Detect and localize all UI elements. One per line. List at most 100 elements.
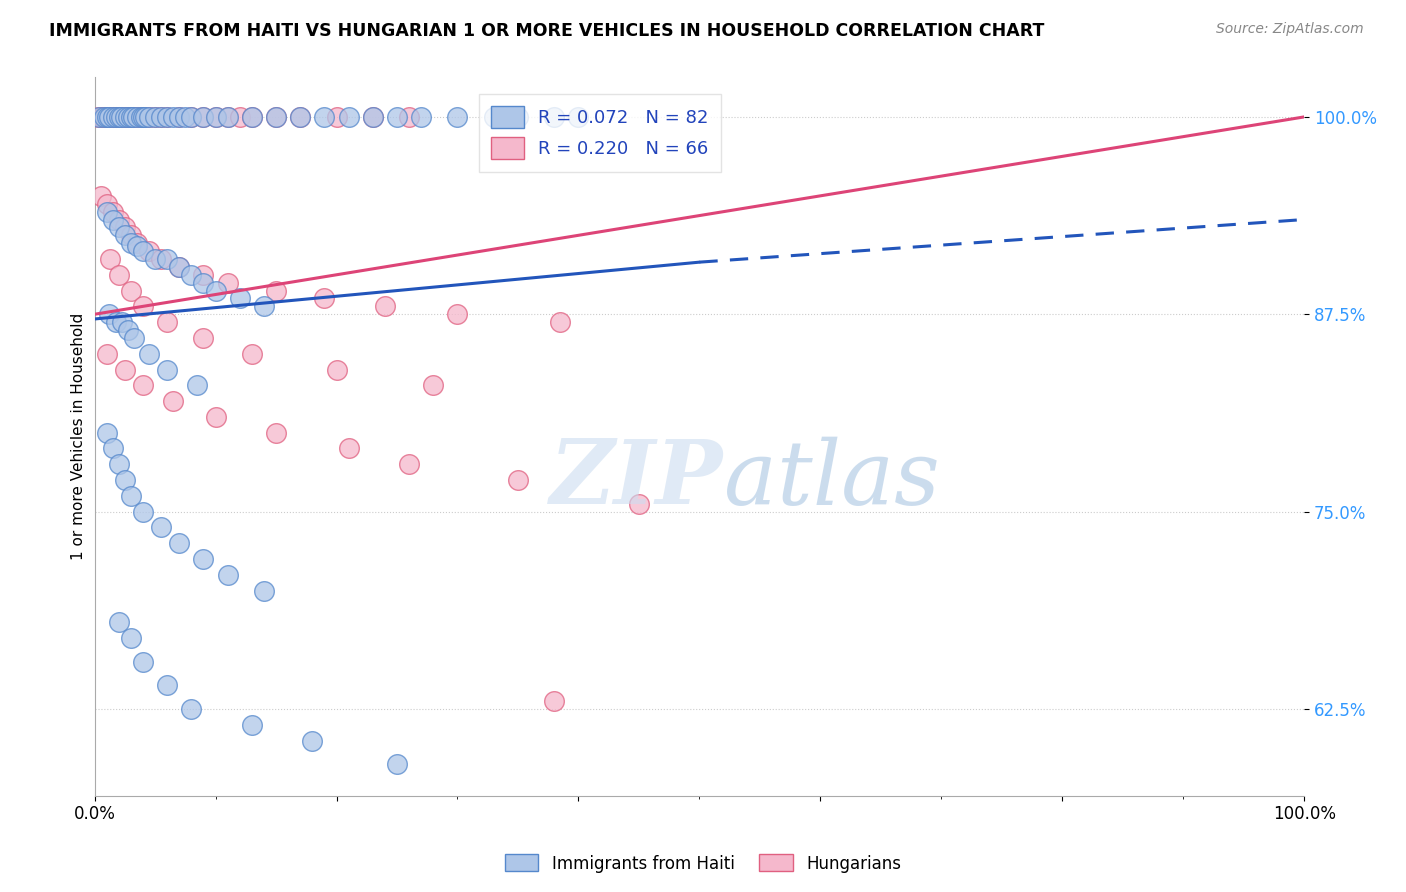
Point: [98, 110, 121, 124]
Point: [240, 717, 263, 731]
Point: [101, 442, 124, 456]
Point: [132, 244, 155, 259]
Point: [90, 110, 112, 124]
Point: [204, 110, 226, 124]
Point: [120, 236, 142, 251]
Point: [132, 505, 155, 519]
Point: [167, 110, 190, 124]
Point: [143, 110, 166, 124]
Point: [125, 239, 148, 253]
Point: [114, 110, 136, 124]
Point: [325, 362, 347, 376]
Point: [314, 292, 336, 306]
Point: [98, 110, 121, 124]
Point: [138, 347, 160, 361]
Y-axis label: 1 or more Vehicles in Household: 1 or more Vehicles in Household: [72, 313, 86, 560]
Point: [105, 315, 128, 329]
Point: [107, 615, 129, 629]
Point: [150, 110, 173, 124]
Point: [96, 110, 118, 124]
Point: [240, 347, 263, 361]
Point: [174, 110, 197, 124]
Point: [217, 110, 239, 124]
Point: [264, 425, 287, 440]
Point: [204, 110, 226, 124]
Point: [290, 110, 312, 124]
Point: [114, 362, 136, 376]
Point: [548, 315, 571, 329]
Point: [301, 733, 323, 747]
Point: [422, 378, 444, 392]
Point: [337, 110, 360, 124]
Point: [361, 110, 384, 124]
Point: [120, 228, 142, 243]
Point: [167, 260, 190, 274]
Point: [290, 110, 312, 124]
Point: [543, 110, 565, 124]
Point: [398, 457, 420, 471]
Point: [138, 244, 160, 259]
Point: [253, 583, 276, 598]
Point: [117, 110, 139, 124]
Point: [111, 315, 134, 329]
Point: [180, 110, 202, 124]
Point: [627, 497, 650, 511]
Point: [129, 110, 152, 124]
Point: [385, 757, 408, 772]
Point: [107, 110, 129, 124]
Point: [93, 110, 115, 124]
Point: [264, 110, 287, 124]
Point: [118, 110, 141, 124]
Point: [143, 110, 166, 124]
Point: [96, 425, 118, 440]
Text: atlas: atlas: [724, 436, 939, 523]
Point: [156, 678, 179, 692]
Point: [107, 110, 129, 124]
Point: [180, 702, 202, 716]
Point: [264, 110, 287, 124]
Point: [122, 110, 145, 124]
Point: [111, 110, 134, 124]
Point: [325, 110, 347, 124]
Point: [132, 110, 155, 124]
Point: [264, 284, 287, 298]
Point: [156, 315, 179, 329]
Point: [114, 220, 136, 235]
Point: [398, 110, 420, 124]
Point: [132, 299, 155, 313]
Text: ZIP: ZIP: [550, 436, 724, 523]
Point: [193, 268, 215, 282]
Point: [506, 473, 529, 487]
Point: [120, 284, 142, 298]
Point: [132, 110, 155, 124]
Point: [180, 268, 202, 282]
Point: [193, 276, 215, 290]
Point: [167, 260, 190, 274]
Point: [120, 489, 142, 503]
Point: [125, 236, 148, 251]
Point: [162, 394, 184, 409]
Legend: Immigrants from Haiti, Hungarians: Immigrants from Haiti, Hungarians: [498, 847, 908, 880]
Point: [204, 284, 226, 298]
Text: Source: ZipAtlas.com: Source: ZipAtlas.com: [1216, 22, 1364, 37]
Point: [217, 567, 239, 582]
Point: [127, 110, 149, 124]
Point: [143, 252, 166, 266]
Point: [114, 473, 136, 487]
Point: [101, 110, 124, 124]
Point: [150, 520, 173, 534]
Point: [506, 110, 529, 124]
Point: [96, 196, 118, 211]
Point: [122, 110, 145, 124]
Point: [446, 110, 468, 124]
Point: [167, 536, 190, 550]
Point: [101, 204, 124, 219]
Point: [96, 204, 118, 219]
Point: [150, 110, 173, 124]
Point: [94, 110, 117, 124]
Point: [90, 189, 112, 203]
Point: [193, 552, 215, 566]
Point: [105, 110, 128, 124]
Point: [89, 110, 111, 124]
Point: [110, 110, 132, 124]
